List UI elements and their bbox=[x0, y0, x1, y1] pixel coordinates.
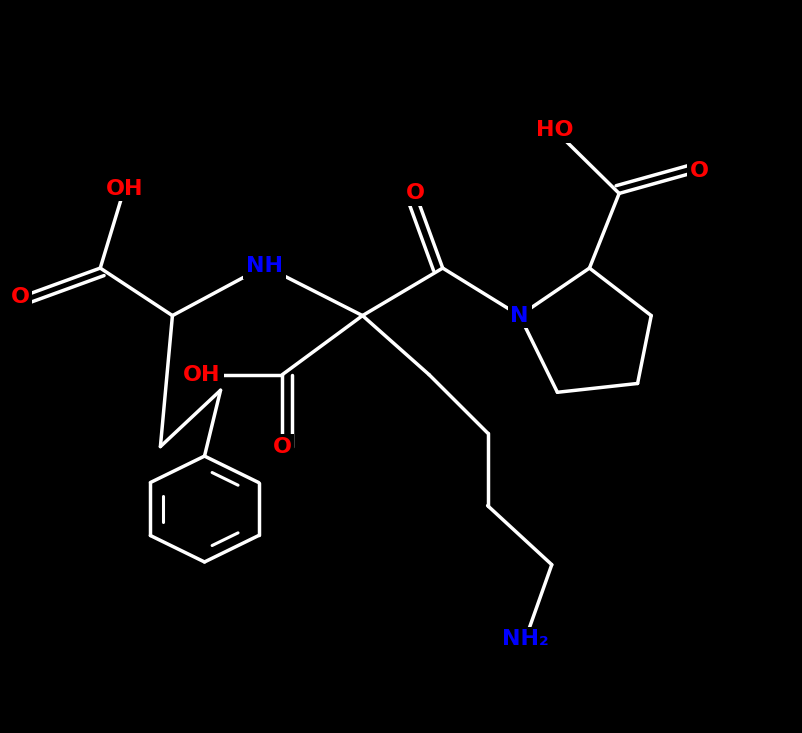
Text: NH: NH bbox=[246, 256, 283, 276]
Text: NH₂: NH₂ bbox=[502, 630, 549, 649]
Text: OH: OH bbox=[106, 179, 143, 199]
Text: HO: HO bbox=[537, 120, 573, 140]
Text: O: O bbox=[273, 437, 292, 457]
Text: OH: OH bbox=[184, 364, 221, 385]
Text: N: N bbox=[510, 306, 529, 325]
Text: O: O bbox=[690, 161, 709, 181]
Text: O: O bbox=[10, 287, 30, 307]
Text: O: O bbox=[406, 183, 425, 204]
